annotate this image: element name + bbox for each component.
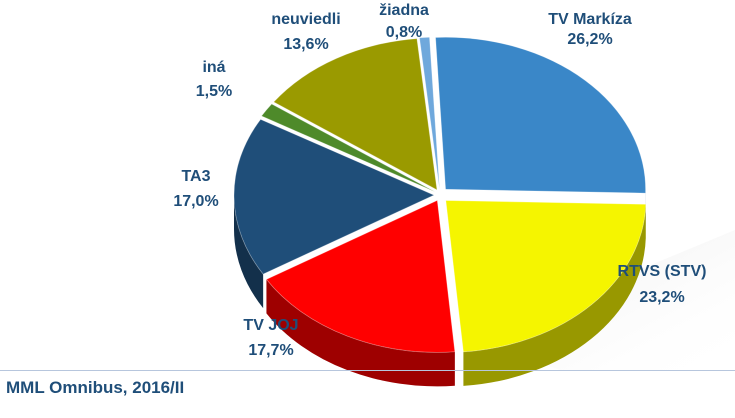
slice-label-ina: iná: [202, 59, 225, 76]
footer-divider: [0, 370, 735, 371]
slice-value-ina: 1,5%: [196, 83, 232, 100]
slice-value-ziadna: 0,8%: [386, 24, 422, 41]
source-note: MML Omnibus, 2016/II: [6, 378, 184, 398]
pie-slice-tv-markiza: [436, 37, 646, 193]
slice-value-neuviedli: 13,6%: [283, 36, 328, 53]
slice-value-ta3: 17,0%: [173, 193, 218, 210]
slice-label-tv-joj: TV JOJ: [243, 317, 298, 334]
slice-label-rtvs-stv: RTVS (STV): [618, 263, 707, 280]
slice-value-tv-markiza: 26,2%: [567, 31, 612, 48]
slice-label-neuviedli: neuviedli: [271, 11, 340, 28]
slice-label-ta3: TA3: [181, 168, 210, 185]
slice-label-ziadna: žiadna: [379, 2, 429, 19]
slice-value-rtvs-stv: 23,2%: [639, 289, 684, 306]
pie-slices: [234, 37, 646, 352]
slice-label-tv-markiza: TV Markíza: [548, 11, 632, 28]
slice-value-tv-joj: 17,7%: [248, 342, 293, 359]
